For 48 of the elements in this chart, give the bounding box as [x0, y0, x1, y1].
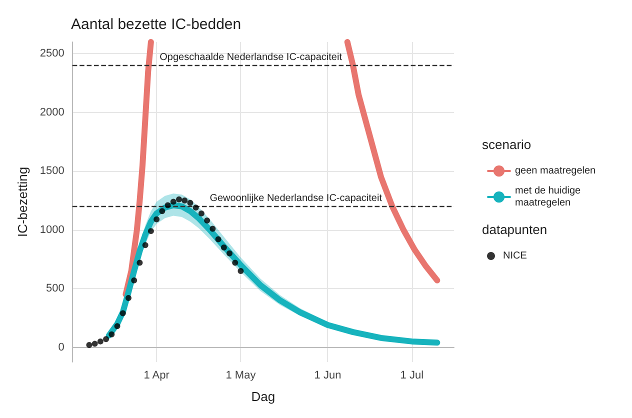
- legend-title: scenario: [482, 137, 532, 152]
- point: [164, 202, 171, 208]
- point: [103, 336, 110, 342]
- point: [210, 226, 216, 232]
- x-tick-label: 1 Jun: [314, 370, 342, 382]
- point: [176, 196, 182, 202]
- point: [187, 200, 194, 206]
- point: [114, 323, 120, 330]
- y-tick-label: 1000: [40, 224, 64, 236]
- x-tick-label: 1 Jul: [400, 370, 424, 382]
- y-tick-label: 500: [46, 282, 64, 295]
- y-axis-title: IC-bezetting: [15, 166, 30, 238]
- point: [198, 210, 204, 216]
- x-tick-label: 1 Apr: [144, 370, 170, 382]
- point: [148, 228, 154, 234]
- x-tick-label: 1 May: [226, 370, 256, 382]
- point: [108, 331, 115, 338]
- point: [204, 217, 210, 224]
- point: [92, 340, 98, 347]
- point: [220, 244, 227, 251]
- point: [159, 208, 166, 214]
- y-tick-label: 1500: [40, 165, 64, 178]
- point: [232, 260, 238, 266]
- point: [215, 236, 222, 242]
- x-axis-title: Dag: [251, 389, 276, 404]
- point: [192, 204, 199, 211]
- chart-title: Aantal bezette IC-bedden: [71, 16, 242, 33]
- y-tick-label: 0: [58, 341, 64, 354]
- point: [182, 198, 188, 204]
- y-tick-label: 2500: [40, 48, 64, 60]
- text: datapunten: [482, 222, 548, 237]
- point: [126, 295, 132, 301]
- point: [170, 198, 176, 205]
- point: [226, 250, 233, 256]
- ref-line-label: Opgeschaalde Nederlandse IC-capaciteit: [160, 52, 342, 63]
- point: [142, 242, 148, 248]
- point: [120, 310, 126, 316]
- legend-label: NICE: [503, 250, 528, 262]
- point: [97, 338, 104, 344]
- point: [238, 268, 244, 274]
- point: [86, 342, 92, 348]
- point: [136, 260, 143, 266]
- point: [131, 277, 138, 284]
- ref-line-label: Gewoonlijke Nederlandse IC-capaciteit: [210, 192, 382, 204]
- legend-label: met de huidige maatregelen: [515, 186, 584, 208]
- legend-label: geen maatregelen: [515, 166, 596, 176]
- y-tick-label: 2000: [40, 106, 64, 118]
- point: [154, 216, 160, 222]
